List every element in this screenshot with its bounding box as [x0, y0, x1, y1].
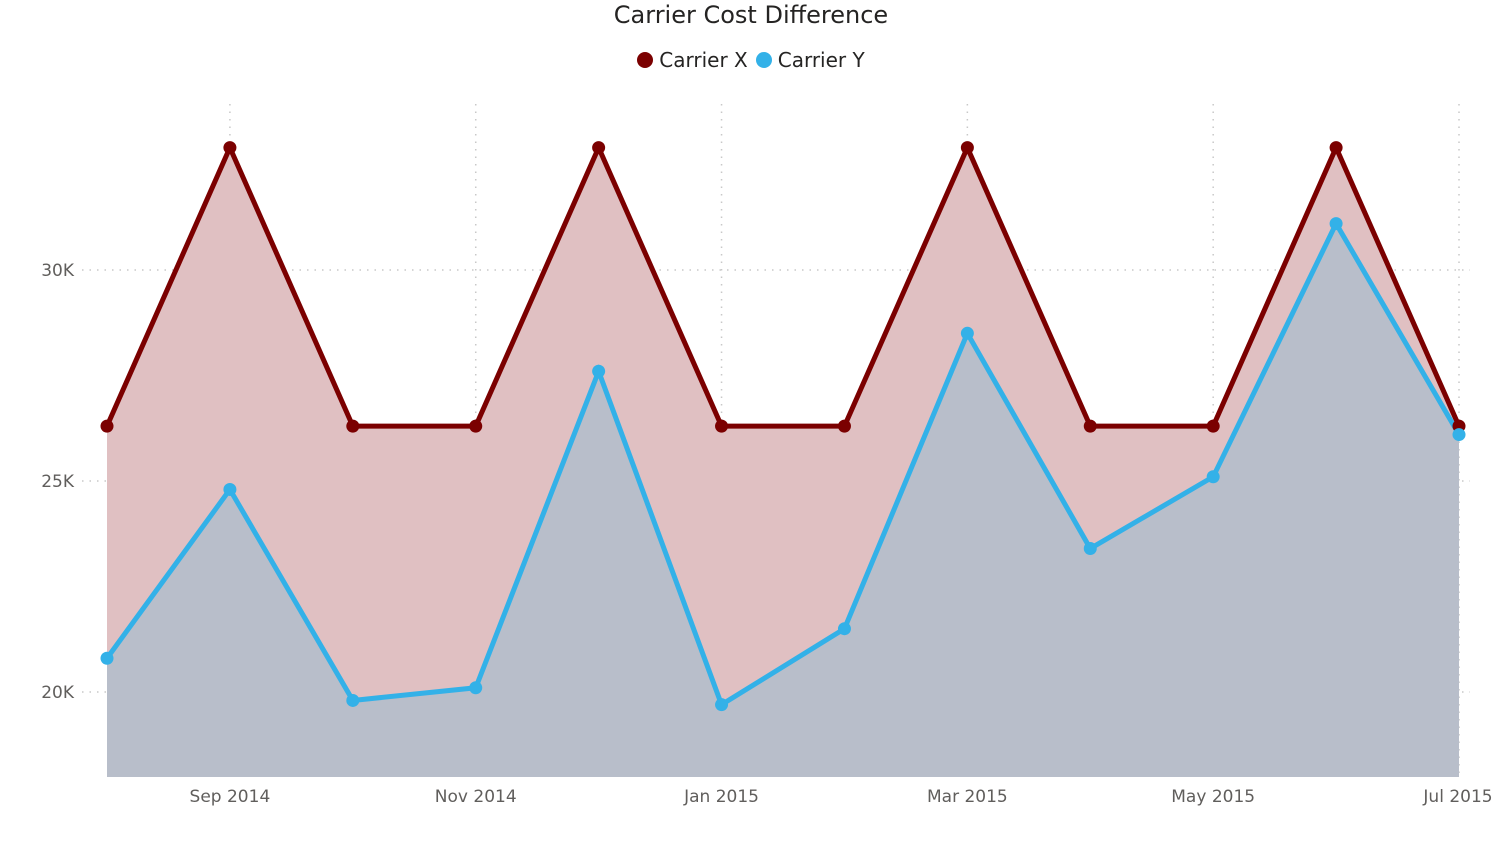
point-carrier-x: [1329, 141, 1343, 155]
x-tick-label: Mar 2015: [927, 787, 1008, 807]
x-tick-label: May 2015: [1171, 787, 1255, 807]
point-carrier-x: [1083, 419, 1097, 433]
area-carrier-y: [107, 223, 1459, 777]
point-carrier-x: [960, 141, 974, 155]
y-tick-label: 20K: [41, 683, 75, 703]
point-carrier-y: [100, 651, 114, 665]
legend-label-carrier-y: Carrier Y: [777, 48, 865, 72]
legend: Carrier X Carrier Y: [0, 48, 1502, 72]
point-carrier-y: [1206, 470, 1220, 484]
point-carrier-x: [592, 141, 606, 155]
point-carrier-y: [1083, 542, 1097, 556]
point-carrier-y: [469, 681, 483, 695]
legend-marker-carrier-y: [755, 52, 772, 68]
x-tick-label: Jul 2015: [1422, 787, 1492, 807]
point-carrier-x: [715, 419, 729, 433]
point-carrier-y: [1452, 428, 1466, 442]
point-carrier-y: [715, 698, 729, 712]
point-carrier-x: [837, 419, 851, 433]
point-carrier-y: [346, 693, 360, 707]
x-tick-label: Jan 2015: [683, 787, 759, 807]
point-carrier-y: [223, 482, 237, 496]
x-tick-label: Sep 2014: [190, 787, 271, 807]
legend-item-carrier-x[interactable]: Carrier X: [637, 48, 748, 72]
line-carrier-x: [104, 141, 1462, 429]
point-carrier-y: [837, 622, 851, 636]
y-tick-label: 30K: [41, 261, 75, 281]
point-carrier-x: [223, 141, 237, 155]
chart-title: Carrier Cost Difference: [613, 1, 889, 29]
point-carrier-y: [960, 326, 974, 340]
line-carrier-y: [104, 218, 1462, 709]
point-carrier-x: [346, 419, 360, 433]
point-carrier-x: [100, 419, 114, 433]
y-tick-label: 25K: [41, 472, 75, 492]
point-carrier-y: [592, 364, 606, 378]
x-tick-label: Nov 2014: [435, 787, 517, 807]
point-carrier-x: [469, 419, 483, 433]
legend-label-carrier-x: Carrier X: [659, 48, 748, 72]
legend-marker-carrier-x: [637, 52, 654, 68]
point-carrier-y: [1329, 217, 1343, 231]
point-carrier-x: [1206, 419, 1220, 433]
legend-item-carrier-y[interactable]: Carrier Y: [755, 48, 865, 72]
